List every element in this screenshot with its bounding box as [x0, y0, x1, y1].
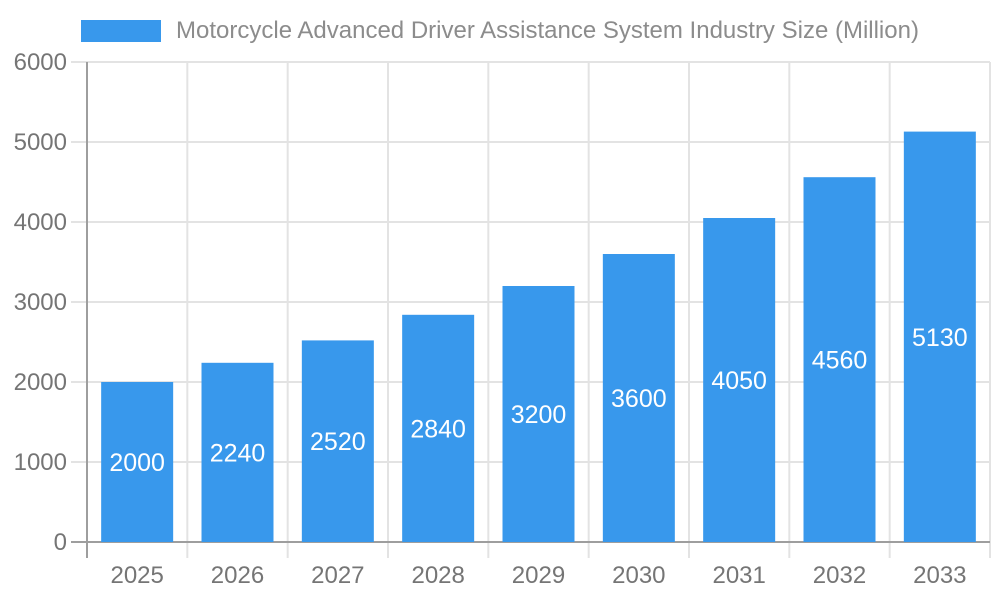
bar[interactable]	[502, 286, 575, 542]
bar-value-label: 3200	[511, 401, 567, 429]
x-tick-label: 2025	[110, 562, 163, 589]
y-tick-label: 4000	[14, 209, 67, 236]
bar-value-label: 3600	[611, 385, 667, 413]
legend-label: Motorcycle Advanced Driver Assistance Sy…	[176, 17, 919, 44]
bar[interactable]	[602, 254, 675, 542]
x-tick-label: 2033	[913, 562, 966, 589]
y-tick-label: 3000	[14, 289, 67, 316]
y-tick-label: 2000	[14, 369, 67, 396]
x-tick-label: 2029	[512, 562, 565, 589]
x-tick-label: 2031	[712, 562, 765, 589]
bar-value-label: 2000	[109, 449, 165, 477]
bar-value-label: 2840	[410, 415, 466, 443]
bar[interactable]	[201, 362, 274, 542]
bar-value-label: 2520	[310, 428, 366, 456]
y-tick-label: 6000	[14, 49, 67, 76]
bar-value-label: 4050	[711, 367, 767, 395]
x-tick-label: 2032	[813, 562, 866, 589]
chart-legend[interactable]: Motorcycle Advanced Driver Assistance Sy…	[0, 17, 1000, 45]
x-tick-label: 2026	[211, 562, 264, 589]
bar[interactable]	[402, 314, 475, 542]
bar-value-label: 5130	[912, 324, 968, 352]
bar[interactable]	[803, 177, 876, 542]
bar-value-label: 2240	[210, 439, 266, 467]
bar[interactable]	[301, 340, 374, 542]
legend-swatch	[81, 20, 162, 42]
y-tick-label: 1000	[14, 449, 67, 476]
bar[interactable]	[703, 218, 776, 542]
bar[interactable]	[101, 382, 174, 542]
y-tick-label: 0	[54, 529, 67, 556]
y-tick-label: 5000	[14, 129, 67, 156]
bar-value-label: 4560	[812, 347, 868, 375]
x-tick-label: 2030	[612, 562, 665, 589]
x-tick-label: 2028	[411, 562, 464, 589]
x-tick-label: 2027	[311, 562, 364, 589]
bar[interactable]	[903, 131, 976, 542]
